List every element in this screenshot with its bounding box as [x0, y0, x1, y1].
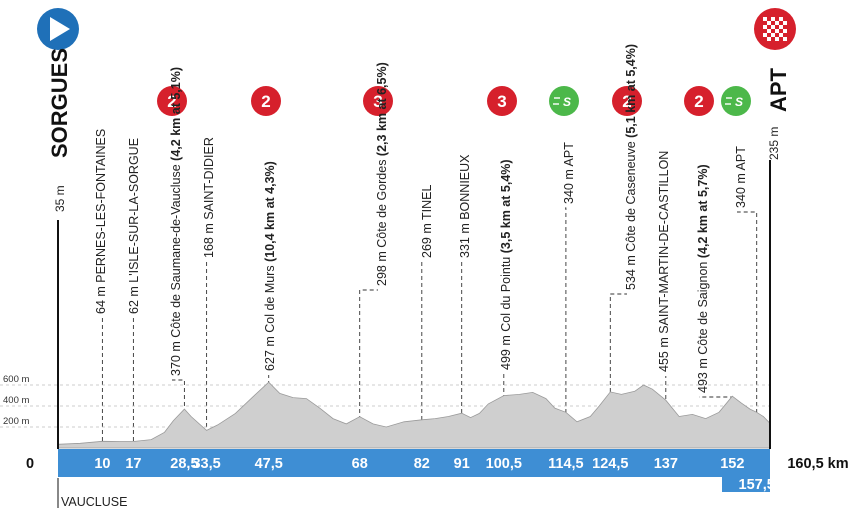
checkered-flag-icon: [754, 8, 796, 50]
start-city: SORGUES: [47, 48, 72, 158]
svg-text:3: 3: [373, 92, 382, 111]
svg-text:2: 2: [622, 92, 631, 111]
km-marker: 152: [720, 456, 744, 472]
km-marker: 91: [454, 456, 470, 472]
climb-category-badge: 2: [684, 86, 714, 116]
waypoint-leader: [359, 289, 378, 448]
y-axis-label: 400 m: [3, 395, 29, 406]
finish-city: APT: [766, 67, 791, 112]
km-marker: 100,5: [486, 456, 522, 472]
department-label: VAUCLUSE: [61, 495, 127, 509]
svg-text:3: 3: [497, 92, 506, 111]
waypoint-label: 340 m APT: [734, 146, 748, 208]
waypoint-label: 298 m Côte de Gordes (2,3 km at 6,5%): [375, 62, 389, 286]
waypoint-label: 370 m Côte de Saumane-de-Vaucluse (4,2 k…: [169, 67, 183, 376]
start-km: 0: [26, 456, 34, 472]
finish-altitude: 235 m: [767, 127, 781, 160]
svg-text:S: S: [735, 95, 743, 109]
km-bar-extension: [722, 474, 770, 492]
km-marker: 47,5: [255, 456, 283, 472]
svg-text:2: 2: [167, 92, 176, 111]
waypoint-label: 455 m SAINT-MARTIN-DE-CASTILLON: [657, 151, 671, 372]
waypoint-label: 499 m Col du Pointu (3,5 km at 5,4%): [499, 159, 513, 370]
climb-category-badge: 2: [251, 86, 281, 116]
svg-text:2: 2: [261, 92, 270, 111]
climb-category-badge: 2: [157, 86, 187, 116]
climb-category-badge: 3: [487, 86, 517, 116]
elevation-profile: [57, 381, 771, 449]
km-marker: 82: [414, 456, 430, 472]
waypoint-leader: [421, 261, 423, 448]
end-km: 160,5 km: [787, 456, 848, 472]
waypoint-label: 340 m APT: [562, 142, 576, 204]
km-marker: 10: [94, 456, 110, 472]
climb-category-badge: 3: [363, 86, 393, 116]
waypoint-leader: [461, 261, 463, 448]
km-marker: 33,5: [192, 456, 220, 472]
waypoint-label: 269 m TINEL: [420, 185, 434, 258]
km-bar: [58, 449, 770, 477]
km-marker: 114,5: [548, 456, 584, 472]
km-marker: 157,5: [739, 477, 775, 493]
km-marker: 68: [352, 456, 368, 472]
km-marker: 137: [654, 456, 678, 472]
play-arrow-icon: [37, 8, 79, 50]
km-marker: 17: [125, 456, 141, 472]
waypoint-label: 168 m SAINT-DIDIER: [202, 137, 216, 258]
waypoint-label: 64 m PERNES-LES-FONTAINES: [94, 129, 108, 314]
waypoint-leader: [565, 207, 567, 448]
waypoint-label: 331 m BONNIEUX: [458, 154, 472, 258]
km-marker: 124,5: [592, 456, 628, 472]
sprint-badge-icon: S: [549, 86, 579, 116]
km-marker: 28,5: [170, 456, 198, 472]
climb-category-badge: 2: [612, 86, 642, 116]
waypoint-leader: [737, 211, 758, 448]
waypoint-label: 62 m L'ISLE-SUR-LA-SORGUE: [127, 138, 141, 314]
waypoint-label: 627 m Col de Murs (10,4 km at 4,3%): [263, 161, 277, 371]
svg-text:S: S: [563, 95, 571, 109]
svg-text:2: 2: [694, 92, 703, 111]
waypoint-label: 493 m Côte de Saignon (4,2 km at 5,7%): [696, 164, 710, 393]
waypoint-label: 534 m Côte de Caseneuve (5,1 km at 5,4%): [624, 44, 638, 290]
sprint-badge-icon: S: [721, 86, 751, 116]
y-axis-label: 200 m: [3, 416, 29, 427]
start-altitude: 35 m: [53, 185, 67, 212]
y-axis-label: 600 m: [3, 374, 29, 385]
